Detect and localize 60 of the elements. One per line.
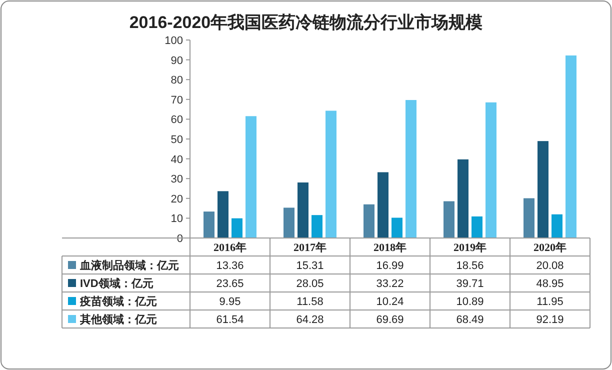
data-label: 39.71 bbox=[456, 278, 484, 290]
bar bbox=[298, 182, 308, 238]
data-label: 9.95 bbox=[219, 296, 241, 308]
bar bbox=[326, 110, 336, 238]
bar bbox=[218, 191, 228, 238]
y-tick-label: 80 bbox=[170, 74, 183, 87]
bar bbox=[472, 216, 482, 238]
y-tick-label: 90 bbox=[170, 54, 183, 67]
bar bbox=[246, 116, 256, 238]
x-tick-label: 2016年 bbox=[214, 241, 246, 254]
bar bbox=[566, 55, 576, 238]
data-label: 11.95 bbox=[536, 296, 564, 308]
x-tick-label: 2020年 bbox=[534, 241, 566, 254]
data-label: 16.99 bbox=[376, 260, 404, 272]
y-tick-label: 60 bbox=[170, 114, 183, 126]
bar bbox=[458, 159, 468, 238]
bar bbox=[312, 215, 322, 238]
data-label: 10.24 bbox=[376, 296, 404, 308]
y-tick-label: 50 bbox=[170, 134, 183, 146]
data-label: 92.19 bbox=[536, 314, 564, 326]
legend-label: 疫苗领域：亿元 bbox=[79, 295, 157, 308]
y-tick-label: 20 bbox=[170, 193, 183, 206]
y-tick-label: 40 bbox=[170, 154, 183, 166]
data-label: 61.54 bbox=[216, 314, 244, 326]
legend-label: 血液制品领域：亿元 bbox=[79, 259, 179, 272]
data-label: 69.69 bbox=[376, 314, 404, 326]
bar bbox=[378, 172, 388, 238]
data-label: 10.89 bbox=[456, 296, 484, 308]
bar bbox=[364, 204, 374, 238]
data-label: 64.28 bbox=[296, 314, 324, 326]
x-tick-label: 2019年 bbox=[454, 241, 486, 254]
x-tick-label: 2017年 bbox=[294, 241, 326, 254]
data-label: 11.58 bbox=[296, 296, 324, 308]
data-label: 28.05 bbox=[296, 278, 324, 290]
y-tick-label: 10 bbox=[170, 213, 183, 226]
bar bbox=[284, 208, 294, 238]
legend-label: 其他领域：亿元 bbox=[79, 313, 157, 326]
data-label: 33.22 bbox=[376, 278, 404, 290]
data-label: 48.95 bbox=[536, 278, 564, 290]
bar bbox=[232, 218, 242, 238]
bar bbox=[444, 201, 454, 238]
legend-label: IVD领域：亿元 bbox=[80, 277, 154, 290]
data-label: 23.65 bbox=[216, 278, 244, 290]
data-label: 68.49 bbox=[456, 314, 484, 326]
bar bbox=[204, 212, 214, 238]
data-label: 13.36 bbox=[216, 260, 244, 272]
bar bbox=[486, 102, 496, 238]
chart-title: 2016-2020年我国医药冷链物流分行业市场规模 bbox=[129, 13, 483, 32]
data-label: 20.08 bbox=[536, 260, 564, 272]
y-tick-label: 30 bbox=[170, 174, 183, 186]
bar bbox=[538, 141, 548, 238]
bar bbox=[392, 218, 402, 238]
data-label: 18.56 bbox=[456, 260, 484, 272]
bar bbox=[552, 214, 562, 238]
bar bbox=[406, 100, 416, 238]
y-tick-label: 70 bbox=[170, 94, 183, 106]
y-tick-label: 100 bbox=[164, 35, 183, 47]
data-label: 15.31 bbox=[296, 260, 324, 272]
bar bbox=[524, 198, 534, 238]
x-tick-label: 2018年 bbox=[374, 241, 406, 254]
